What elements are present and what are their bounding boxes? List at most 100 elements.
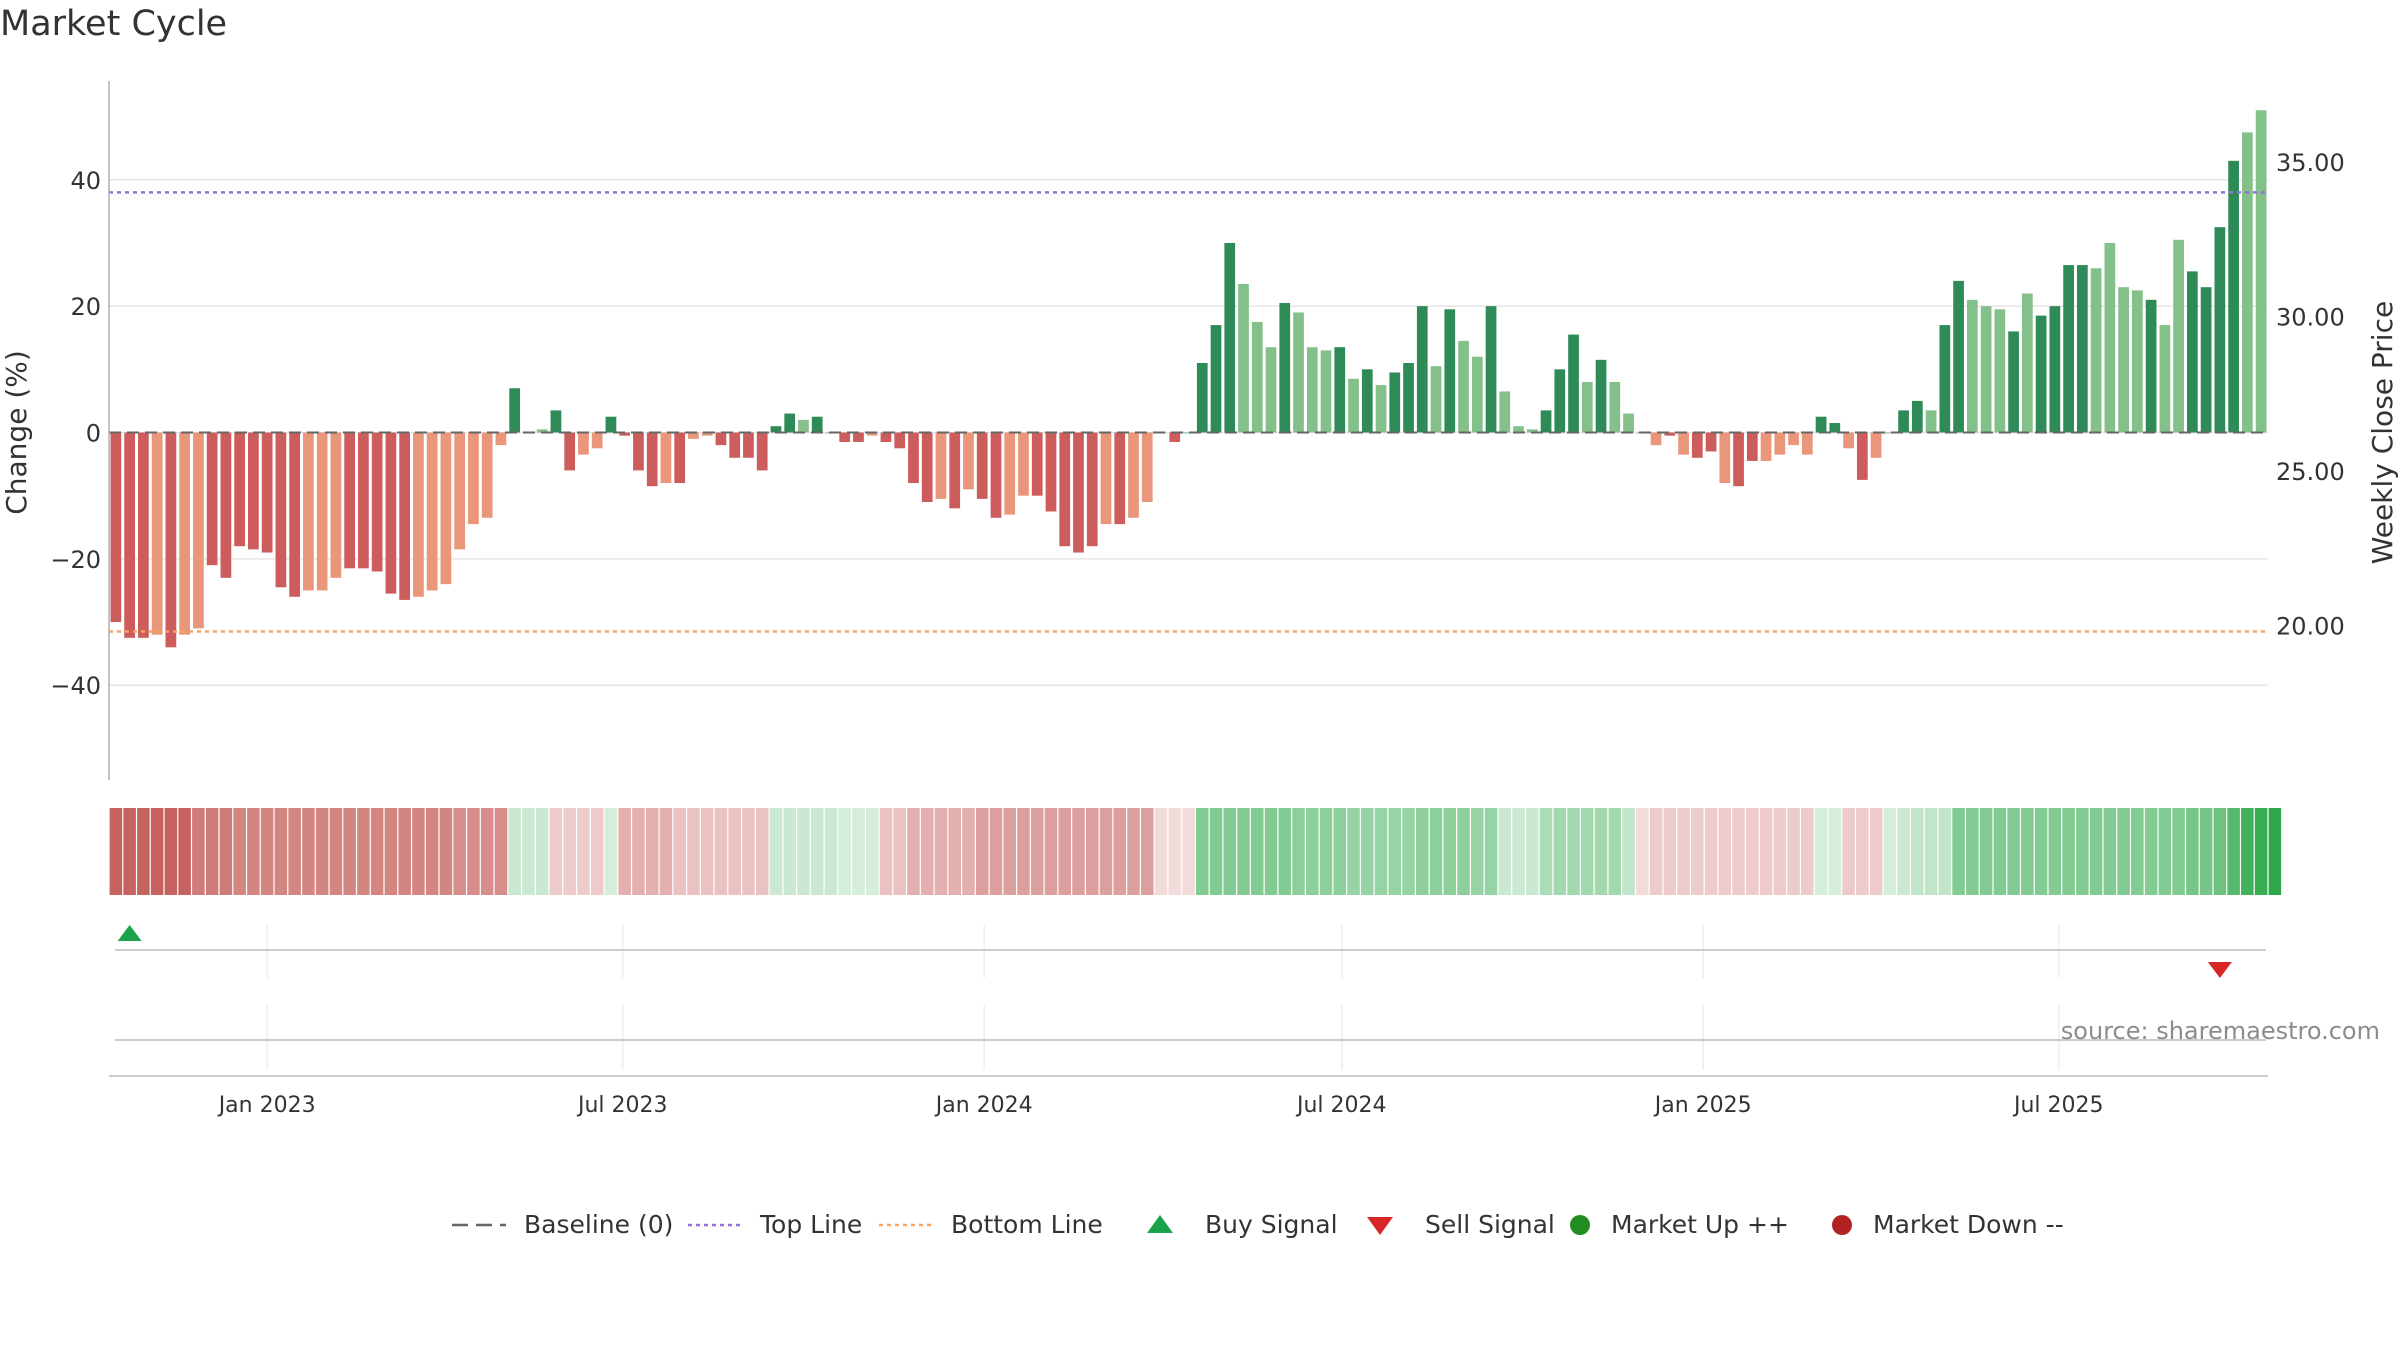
bar	[151, 432, 163, 635]
heat-cell	[329, 808, 343, 895]
bar	[1141, 432, 1153, 502]
bar	[468, 432, 479, 525]
heat-cell	[962, 808, 975, 895]
bar	[495, 432, 507, 446]
bar-series	[110, 110, 2267, 648]
bar	[261, 432, 273, 553]
heat-cell	[1814, 808, 1828, 895]
bar	[2145, 299, 2157, 433]
bar	[1458, 340, 1469, 433]
heat-cell	[1952, 808, 1965, 895]
bar	[908, 432, 919, 484]
bar	[1678, 432, 1689, 455]
bar	[1169, 432, 1181, 442]
bar	[1966, 299, 1978, 433]
heat-cell	[1704, 808, 1718, 895]
legend-swatch	[1367, 1217, 1393, 1235]
bar	[220, 432, 232, 578]
bar	[880, 432, 892, 442]
heat-cell	[1649, 808, 1663, 895]
bar	[509, 388, 521, 433]
heat-cell	[150, 808, 164, 895]
y2-tick-label: 35.00	[2276, 149, 2345, 177]
heat-cell	[934, 808, 948, 895]
heat-cell	[714, 808, 728, 895]
bar	[1499, 391, 1511, 433]
bar	[2104, 242, 2116, 433]
heat-cell	[2034, 808, 2048, 895]
heat-cell	[1691, 808, 1704, 895]
bar	[1705, 432, 1717, 452]
sell-signal-marker	[2207, 962, 2232, 978]
legend-label: Baseline (0)	[524, 1210, 673, 1239]
bar	[234, 432, 246, 547]
heat-cell	[1154, 808, 1168, 895]
heat-cell	[2048, 808, 2062, 895]
heat-cell	[2007, 808, 2020, 895]
bar	[1128, 432, 1139, 518]
bar	[1059, 432, 1071, 547]
x-tick-label: Jan 2024	[934, 1093, 1033, 1118]
heat-cell	[1484, 808, 1498, 895]
heat-cell	[645, 808, 659, 895]
bar	[2187, 271, 2198, 433]
bar	[1471, 356, 1483, 433]
legend-item: Baseline (0)	[452, 1210, 673, 1239]
bar	[1183, 432, 1194, 434]
heat-cell	[1718, 808, 1732, 895]
bar	[2063, 265, 2074, 433]
bar	[426, 432, 438, 591]
heat-cell	[233, 808, 246, 895]
heat-cell	[480, 808, 494, 895]
heat-cell	[989, 808, 1003, 895]
bar	[2035, 315, 2047, 433]
heat-cell	[109, 808, 123, 895]
heat-cell	[673, 808, 686, 895]
bar	[303, 432, 314, 591]
bar	[2049, 306, 2061, 433]
heat-cell	[838, 808, 851, 895]
heat-cell	[1030, 808, 1044, 895]
heat-cell	[425, 808, 439, 895]
source-label: source: sharemaestro.com	[2061, 1017, 2380, 1045]
heat-cell	[219, 808, 233, 895]
legend-swatch	[1570, 1215, 1590, 1235]
bar	[2200, 287, 2212, 433]
heat-cell	[577, 808, 590, 895]
heat-cell	[1195, 808, 1209, 895]
bar	[1884, 432, 1896, 434]
heat-cell	[1085, 808, 1099, 895]
bar	[358, 432, 369, 569]
bar	[976, 432, 988, 499]
heat-cell	[1250, 808, 1264, 895]
heat-cell	[1360, 808, 1374, 895]
heat-cell	[632, 808, 645, 895]
heat-cell	[123, 808, 136, 895]
heat-cell	[1471, 808, 1484, 895]
bar	[1870, 432, 1882, 458]
bar	[330, 432, 342, 578]
heat-cell	[1581, 808, 1594, 895]
bar	[729, 432, 741, 458]
heat-cell	[618, 808, 631, 895]
heat-cell	[728, 808, 741, 895]
bar	[1086, 432, 1098, 547]
bar	[371, 432, 383, 572]
bar	[454, 432, 466, 550]
bar	[1623, 413, 1634, 433]
bar	[289, 432, 301, 597]
bar	[1581, 381, 1593, 433]
heat-cell	[2076, 808, 2089, 895]
bar	[1320, 350, 1332, 433]
heat-cell	[1512, 808, 1525, 895]
bar	[715, 432, 727, 446]
bar	[1925, 410, 1937, 433]
bar	[1224, 242, 1236, 433]
bar	[110, 432, 122, 623]
chart-title: Market Cycle	[0, 4, 228, 44]
bar	[179, 432, 190, 635]
heat-cell	[343, 808, 356, 895]
heat-cell	[1072, 808, 1085, 895]
heat-cell	[247, 808, 260, 895]
